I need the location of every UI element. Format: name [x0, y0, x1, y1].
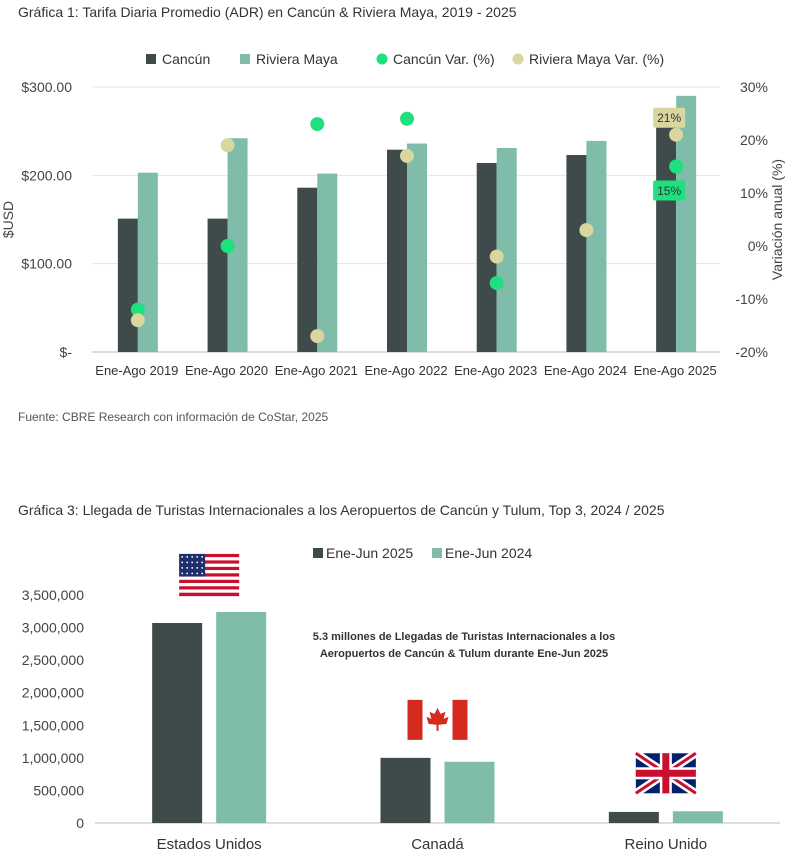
- y2-tick-label: 0%: [748, 238, 768, 254]
- y2-tick-label: 10%: [740, 185, 768, 201]
- y-tick-label: 3,000,000: [22, 620, 84, 636]
- y-tick-label: 0: [76, 815, 84, 831]
- bar-canc-n-ene-ago-2019: [117, 218, 138, 352]
- legend-swatch-ene-jun-2025: [313, 548, 323, 558]
- y-tick-label: 500,000: [33, 782, 84, 798]
- legend-marker-canc-n-var: [376, 53, 388, 65]
- legend-label-ene-jun-2025: Ene-Jun 2025: [326, 545, 413, 561]
- bar-ene-jun-2025-estados-unidos: [152, 623, 203, 823]
- bar-ene-jun-2025-canad: [380, 757, 431, 823]
- y-tick-label: $-: [60, 344, 73, 360]
- x-tick-label: Ene-Ago 2019: [95, 363, 178, 378]
- legend-label-riviera-maya: Riviera Maya: [256, 51, 338, 67]
- y2-tick-label: 20%: [740, 132, 768, 148]
- x-tick-label: Reino Unido: [625, 836, 708, 850]
- chart1-title: Gráfica 1: Tarifa Diaria Promedio (ADR) …: [18, 4, 517, 20]
- bar-canc-n-ene-ago-2024: [566, 155, 587, 352]
- x-tick-label: Canadá: [411, 836, 464, 850]
- point-riviera-maya-var-ene-ago-2023: [489, 249, 504, 264]
- bar-ene-jun-2024-estados-unidos: [216, 611, 267, 823]
- legend-label-canc-n-var: Cancún Var. (%): [393, 51, 495, 67]
- y2-axis-label: Variación anual (%): [769, 159, 785, 280]
- y2-tick-label: -20%: [735, 344, 768, 360]
- x-tick-label: Ene-Ago 2020: [185, 363, 268, 378]
- point-riviera-maya-var-ene-ago-2025: [669, 127, 684, 142]
- chart3-arrivals: Ene-Jun 2025 Ene-Jun 2024 0 500,000 1,000,00…: [22, 545, 780, 850]
- point-riviera-maya-var-ene-ago-2024: [579, 223, 594, 238]
- legend-swatch-riviera-maya: [240, 54, 250, 64]
- x-tick-label: Ene-Ago 2025: [634, 363, 717, 378]
- x-tick-label: Ene-Ago 2024: [544, 363, 627, 378]
- legend-swatch-canc-n: [146, 54, 156, 64]
- legend-label-riviera-maya-var: Riviera Maya Var. (%): [529, 51, 664, 67]
- bar-riviera-maya-ene-ago-2023: [496, 147, 517, 352]
- point-riviera-maya-var-ene-ago-2019: [130, 313, 145, 328]
- bar-canc-n-ene-ago-2021: [297, 187, 318, 352]
- point-canc-n-var-ene-ago-2019: [130, 302, 145, 317]
- legend-marker-riviera-maya-var: [512, 53, 524, 65]
- bar-riviera-maya-ene-ago-2024: [586, 140, 607, 352]
- bar-ene-jun-2025-reino-unido: [608, 811, 659, 823]
- point-canc-n-var-ene-ago-2021: [310, 117, 325, 132]
- bar-riviera-maya-ene-ago-2022: [407, 143, 427, 352]
- point-riviera-maya-var-ene-ago-2022: [400, 148, 414, 163]
- legend-label-ene-jun-2024: Ene-Jun 2024: [445, 545, 532, 561]
- bar-canc-n-ene-ago-2023: [476, 162, 497, 352]
- y-tick-label: $200.00: [21, 167, 72, 183]
- point-canc-n-var-ene-ago-2022: [400, 111, 414, 126]
- bar-canc-n-ene-ago-2025: [656, 122, 677, 352]
- y-tick-label: 1,500,000: [22, 717, 84, 733]
- annotation-box-21: [653, 107, 686, 128]
- y-tick-label: 1,000,000: [22, 750, 84, 766]
- bar-ene-jun-2024-reino-unido: [672, 811, 723, 823]
- uk-flag-icon: [633, 749, 699, 797]
- y2-tick-label: 30%: [740, 79, 768, 95]
- bar-ene-jun-2024-canad: [444, 761, 495, 823]
- point-canc-n-var-ene-ago-2023: [489, 276, 504, 291]
- x-tick-label: Ene-Ago 2023: [454, 363, 537, 378]
- bar-canc-n-ene-ago-2022: [387, 149, 407, 352]
- annotation-box-15: [653, 180, 686, 201]
- y2-tick-label: -10%: [735, 291, 768, 307]
- bar-riviera-maya-ene-ago-2020: [227, 138, 248, 352]
- annotation-label-21: 21%: [657, 111, 681, 125]
- chart3-annotation-line: 5.3 millones de Llegadas de Turistas Int…: [313, 631, 615, 643]
- y-tick-label: $100.00: [21, 256, 72, 272]
- canada-flag-icon: [407, 699, 468, 740]
- us-flag-icon: [179, 553, 240, 597]
- y-tick-label: 3,500,000: [22, 587, 84, 603]
- x-tick-label: Ene-Ago 2021: [275, 363, 358, 378]
- chart1-adr: Cancún Riviera Maya Cancún Var. (%) Riviera…: [0, 51, 785, 378]
- y-tick-label: 2,000,000: [22, 685, 84, 701]
- chart3-annotation-line: Aeropuertos de Cancún & Tulum durante En…: [320, 648, 608, 660]
- x-tick-label: Ene-Ago 2022: [364, 363, 447, 378]
- x-tick-label: Estados Unidos: [157, 836, 262, 850]
- bar-riviera-maya-ene-ago-2025: [676, 95, 697, 352]
- legend-label-canc-n: Cancún: [162, 51, 210, 67]
- y-tick-label: 2,500,000: [22, 652, 84, 668]
- annotation-label-15: 15%: [657, 184, 681, 198]
- chart1-source: Fuente: CBRE Research con información de…: [18, 410, 329, 424]
- point-riviera-maya-var-ene-ago-2020: [220, 138, 235, 153]
- point-canc-n-var-ene-ago-2020: [220, 239, 235, 253]
- point-riviera-maya-var-ene-ago-2021: [310, 329, 325, 344]
- legend-swatch-ene-jun-2024: [432, 548, 442, 558]
- y-axis-label: $USD: [0, 201, 16, 238]
- point-canc-n-var-ene-ago-2025: [669, 159, 684, 174]
- bar-riviera-maya-ene-ago-2021: [317, 173, 338, 352]
- bar-canc-n-ene-ago-2020: [207, 218, 228, 352]
- chart3-title: Gráfica 3: Llegada de Turistas Internaci…: [18, 502, 665, 518]
- y-tick-label: $300.00: [21, 79, 72, 95]
